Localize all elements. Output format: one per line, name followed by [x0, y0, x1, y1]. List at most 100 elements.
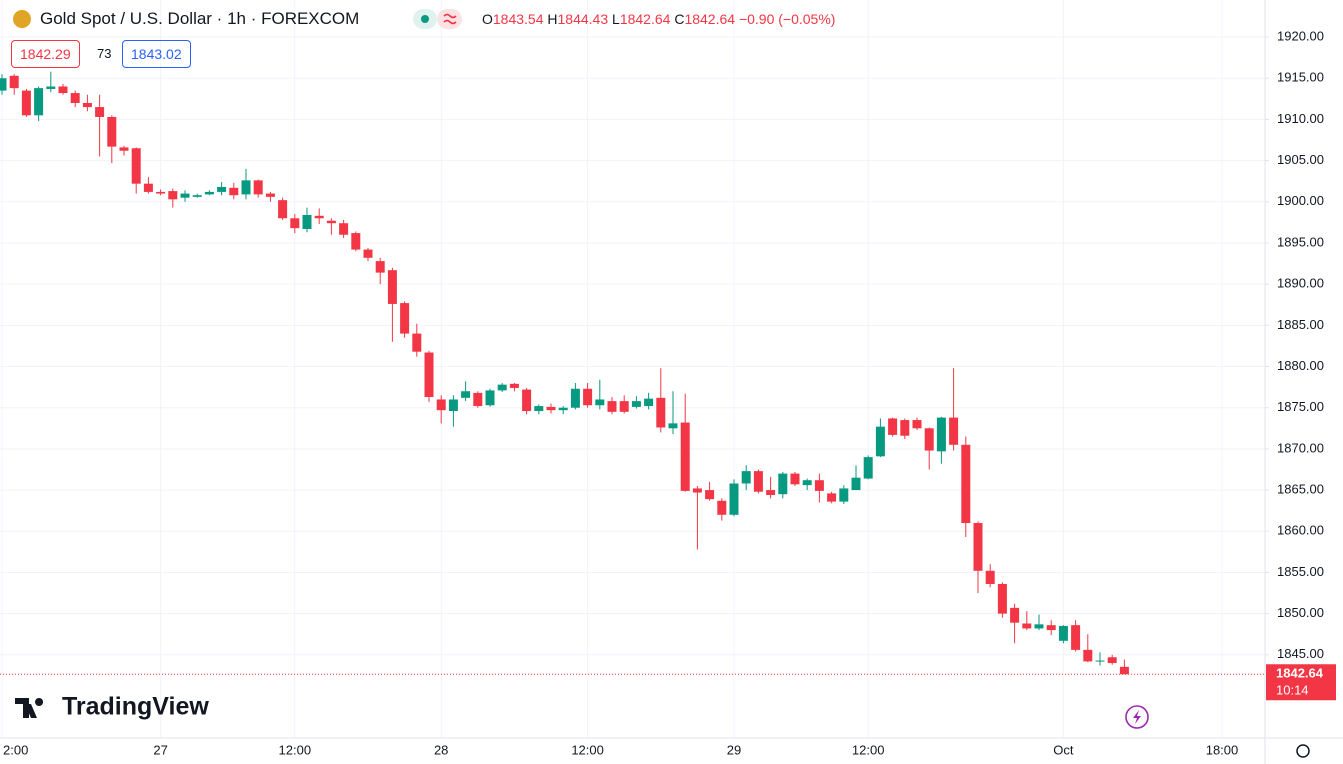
candle-body	[1095, 660, 1105, 662]
candle-body	[290, 218, 300, 229]
candle-body	[0, 78, 7, 91]
candle-body	[631, 401, 641, 407]
candle-body	[668, 423, 678, 429]
candle-body	[863, 457, 873, 479]
candle-body	[95, 107, 105, 117]
candle-body	[595, 399, 605, 406]
candle-body	[448, 399, 458, 412]
candle-body	[839, 488, 849, 502]
price-tag-label: 1842.64	[1276, 666, 1324, 681]
candle-body	[485, 390, 495, 406]
candle-body	[204, 191, 214, 195]
candle-body	[729, 483, 739, 515]
ohlc-value: 1843.54	[492, 11, 544, 27]
replay-icon[interactable]	[1125, 705, 1149, 729]
candle-body	[241, 180, 251, 195]
y-tick-label: 1905.00	[1277, 152, 1324, 167]
logo-icon	[15, 698, 44, 718]
candle-body	[1071, 625, 1081, 650]
ohlc-value: 1842.64	[684, 11, 736, 27]
candle-body	[802, 480, 812, 486]
candle-body	[607, 401, 617, 412]
y-tick-label: 1895.00	[1277, 234, 1324, 249]
candles	[0, 71, 1129, 675]
x-tick-label: 28	[434, 742, 448, 757]
candle-body	[339, 223, 349, 235]
candle-body	[973, 523, 983, 571]
ohlc-label: H	[547, 11, 558, 27]
ohlc-legend: O1843.54 H1844.43 L1842.64 C1842.64 −0.9…	[482, 11, 835, 27]
ohlc-value: 1842.64	[619, 11, 671, 27]
candle-body	[436, 399, 446, 411]
candle-body	[778, 473, 788, 495]
ask-button[interactable]: 1843.02	[122, 40, 191, 68]
candle-body	[217, 186, 227, 192]
price-tag	[1266, 664, 1336, 701]
ohlc-value: 1844.43	[557, 11, 609, 27]
candle-body	[753, 471, 763, 492]
candle-body	[509, 383, 519, 388]
replay-icon-bolt	[1133, 710, 1141, 724]
candle-body	[412, 333, 422, 352]
candle-body	[570, 388, 580, 408]
y-tick-label: 1885.00	[1277, 317, 1324, 332]
x-tick-label: 18:00	[1206, 742, 1239, 757]
candle-body	[949, 417, 959, 445]
candle-body	[1107, 657, 1117, 664]
candle-body	[741, 471, 751, 484]
candle-body	[790, 473, 800, 485]
candle-body	[900, 420, 910, 436]
grid	[0, 0, 1265, 738]
spread: 73	[97, 46, 112, 61]
candle-body	[558, 407, 568, 411]
candle-body	[546, 406, 556, 411]
y-tick-label: 1875.00	[1277, 399, 1324, 414]
x-tick-label: 29	[727, 742, 741, 757]
candle-body	[278, 200, 288, 219]
bid-button[interactable]: 1842.29	[11, 40, 80, 68]
candle-body	[326, 220, 336, 224]
symbol-icon	[13, 10, 31, 28]
y-tick-label: 1900.00	[1277, 193, 1324, 208]
candle-body	[363, 249, 373, 258]
y-tick-label: 1880.00	[1277, 358, 1324, 373]
candle-body	[705, 490, 715, 500]
candle-body	[875, 426, 885, 457]
candle-body	[314, 215, 324, 219]
chart-title: Gold Spot / U.S. Dollar · 1h · FOREXCOM	[40, 9, 360, 28]
candle-body	[82, 102, 92, 108]
candle-body	[924, 428, 934, 451]
y-tick-label: 1850.00	[1277, 605, 1324, 620]
x-tick-label: 2:00	[3, 742, 28, 757]
status-pill	[437, 9, 462, 29]
candle-body	[619, 401, 629, 412]
candle-body	[888, 418, 898, 435]
candle-body	[131, 148, 141, 184]
candle-body	[70, 93, 80, 103]
candle-body	[656, 397, 666, 428]
candle-body	[424, 352, 434, 398]
candle-body	[156, 191, 166, 194]
candle-body	[473, 392, 483, 407]
candle-body	[119, 147, 129, 151]
candle-body	[851, 477, 861, 491]
change: −0.90 (−0.05%)	[738, 11, 836, 27]
candle-body	[253, 180, 263, 195]
candle-body	[766, 490, 776, 496]
x-tick-label: 12:00	[279, 742, 312, 757]
candle-body	[1083, 649, 1093, 662]
settings-icon[interactable]	[1296, 744, 1310, 758]
candle-body	[583, 388, 593, 406]
candle-body	[192, 195, 202, 197]
candle-body	[302, 214, 312, 229]
y-tick-label: 1865.00	[1277, 482, 1324, 497]
candle-body	[229, 187, 239, 196]
countdown: 10:14	[1276, 683, 1309, 698]
ohlc-label: C	[674, 11, 685, 27]
candle-body	[168, 191, 178, 200]
y-tick-label: 1915.00	[1277, 70, 1324, 85]
x-tick-label: 12:00	[852, 742, 885, 757]
y-tick-label: 1855.00	[1277, 564, 1324, 579]
candle-body	[936, 417, 946, 452]
